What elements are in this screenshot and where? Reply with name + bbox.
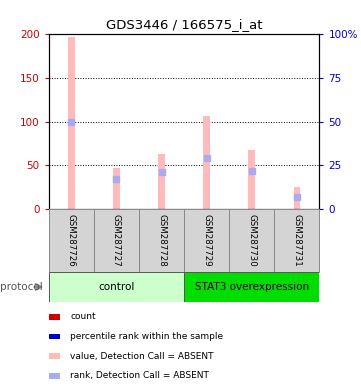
Text: GSM287729: GSM287729 [202,214,211,267]
Bar [113,168,120,209]
Bar [293,187,300,209]
Bar [203,116,210,209]
Bar [49,314,60,319]
Bar [49,334,60,339]
Text: count: count [70,312,96,321]
Text: GSM287731: GSM287731 [292,214,301,267]
Bar [49,353,60,359]
Text: GSM287730: GSM287730 [247,214,256,267]
Text: percentile rank within the sample: percentile rank within the sample [70,332,223,341]
Text: protocol: protocol [0,282,43,292]
Text: GSM287726: GSM287726 [67,214,76,267]
Bar [68,36,75,209]
Bar [274,209,319,272]
Text: GSM287727: GSM287727 [112,214,121,267]
Bar [229,209,274,272]
Bar [49,209,94,272]
Bar [184,272,319,302]
Bar [158,154,165,209]
Text: STAT3 overexpression: STAT3 overexpression [195,282,309,292]
Bar [94,209,139,272]
Bar [248,151,255,209]
Bar [49,373,60,379]
Text: rank, Detection Call = ABSENT: rank, Detection Call = ABSENT [70,371,209,380]
Bar [49,272,184,302]
Bar [139,209,184,272]
Text: control: control [98,282,135,292]
Text: value, Detection Call = ABSENT: value, Detection Call = ABSENT [70,352,214,361]
Text: GSM287728: GSM287728 [157,214,166,267]
Title: GDS3446 / 166575_i_at: GDS3446 / 166575_i_at [106,18,262,31]
Bar [184,209,229,272]
